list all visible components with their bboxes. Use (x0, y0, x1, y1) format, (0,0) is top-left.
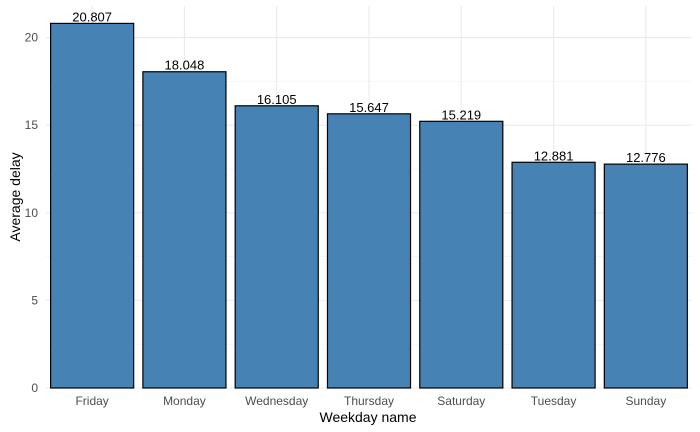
x-tick-label: Wednesday (245, 394, 308, 408)
data-labels: 20.807 18.048 16.105 15.647 15.219 12.881 12.7… (72, 9, 665, 165)
x-tick-label: Tuesday (531, 394, 577, 408)
data-label: 12.881 (534, 148, 574, 163)
y-axis-tick-labels: 0 5 10 15 20 (25, 31, 39, 395)
x-tick-label: Friday (75, 394, 108, 408)
x-tick-label: Monday (163, 394, 206, 408)
x-axis-title: Weekday name (319, 409, 416, 425)
bars (50, 22, 688, 389)
data-label: 12.776 (626, 150, 666, 165)
y-tick-label: 15 (25, 118, 39, 132)
data-label: 16.105 (257, 92, 297, 107)
bar (603, 163, 688, 389)
y-tick-label: 5 (31, 293, 38, 307)
bar (50, 22, 135, 389)
x-tick-label: Sunday (626, 394, 667, 408)
bar (142, 71, 227, 389)
data-label: 15.219 (441, 107, 481, 122)
bar (511, 161, 596, 389)
y-tick-label: 0 (31, 381, 38, 395)
y-tick-label: 20 (25, 31, 39, 45)
y-axis-title: Average delay (7, 152, 23, 241)
bar (326, 113, 412, 389)
data-label: 20.807 (72, 9, 112, 24)
bar (419, 120, 504, 389)
x-tick-label: Saturday (437, 394, 485, 408)
y-tick-label: 10 (25, 206, 39, 220)
x-tick-label: Thursday (344, 394, 394, 408)
data-label: 15.647 (349, 100, 389, 115)
x-axis-tick-labels: Friday Monday Wednesday Thursday Saturday Tue… (75, 394, 666, 408)
data-label: 18.048 (165, 58, 205, 73)
bar (234, 105, 319, 389)
